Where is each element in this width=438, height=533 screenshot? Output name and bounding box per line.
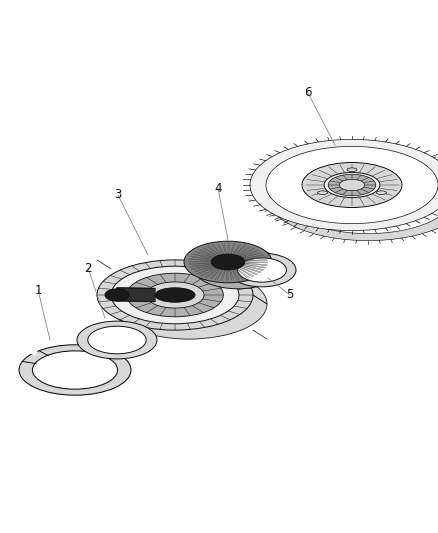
Ellipse shape bbox=[32, 351, 117, 389]
Ellipse shape bbox=[105, 289, 129, 301]
Ellipse shape bbox=[328, 174, 376, 196]
Polygon shape bbox=[117, 288, 155, 302]
Ellipse shape bbox=[228, 253, 296, 287]
Ellipse shape bbox=[184, 241, 272, 283]
Text: 4: 4 bbox=[214, 182, 222, 195]
Ellipse shape bbox=[146, 282, 204, 308]
Ellipse shape bbox=[111, 269, 267, 339]
Ellipse shape bbox=[97, 260, 253, 330]
Ellipse shape bbox=[282, 156, 438, 233]
Ellipse shape bbox=[302, 163, 402, 207]
Ellipse shape bbox=[324, 172, 380, 198]
Text: 5: 5 bbox=[286, 288, 294, 302]
Ellipse shape bbox=[19, 345, 131, 395]
Text: 1: 1 bbox=[34, 284, 42, 296]
Ellipse shape bbox=[347, 168, 357, 172]
Ellipse shape bbox=[211, 254, 245, 270]
Ellipse shape bbox=[278, 155, 438, 236]
Ellipse shape bbox=[77, 321, 157, 359]
Wedge shape bbox=[22, 327, 48, 356]
Ellipse shape bbox=[127, 273, 223, 317]
Ellipse shape bbox=[250, 140, 438, 231]
Ellipse shape bbox=[376, 191, 386, 195]
Ellipse shape bbox=[88, 326, 146, 354]
Ellipse shape bbox=[266, 147, 438, 224]
Ellipse shape bbox=[237, 258, 286, 282]
Text: 3: 3 bbox=[114, 189, 122, 201]
Ellipse shape bbox=[155, 288, 195, 302]
Ellipse shape bbox=[194, 247, 282, 289]
Ellipse shape bbox=[318, 191, 328, 195]
Text: 6: 6 bbox=[304, 86, 312, 100]
Ellipse shape bbox=[339, 179, 364, 191]
Text: 2: 2 bbox=[84, 262, 92, 274]
Ellipse shape bbox=[111, 266, 239, 324]
Ellipse shape bbox=[266, 149, 438, 240]
